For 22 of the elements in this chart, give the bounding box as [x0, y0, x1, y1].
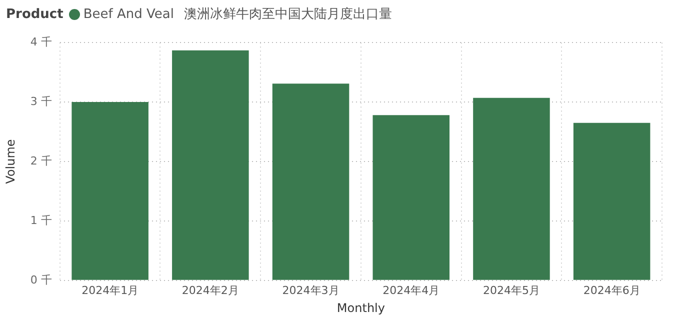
legend-label: Beef And Veal: [83, 6, 174, 22]
y-tick-label: 4 千: [30, 35, 52, 48]
x-tick-label: 2024年2月: [182, 284, 239, 297]
chart-title: 澳洲冰鲜牛肉至中国大陆月度出口量: [184, 6, 392, 23]
y-tick-label: 3 千: [30, 94, 52, 108]
bar: [372, 115, 450, 280]
bar: [573, 122, 650, 280]
y-tick-label: 0 千: [30, 273, 52, 286]
bar: [72, 102, 148, 280]
x-axis-title: Monthly: [336, 300, 385, 315]
x-tick-label: 2024年1月: [82, 284, 139, 297]
y-axis-title: Volume: [3, 139, 18, 184]
x-tick-label: 2024年5月: [482, 284, 540, 297]
x-tick-label: 2024年4月: [382, 284, 440, 297]
x-tick-label: 2024年6月: [583, 284, 640, 297]
bar: [172, 50, 249, 280]
bar: [473, 98, 550, 280]
y-tick-label: 2 千: [30, 154, 52, 168]
y-tick-label: 1 千: [30, 214, 52, 227]
x-tick-label: 2024年3月: [282, 284, 340, 297]
bar: [272, 84, 350, 280]
legend-title: Product: [6, 6, 64, 22]
